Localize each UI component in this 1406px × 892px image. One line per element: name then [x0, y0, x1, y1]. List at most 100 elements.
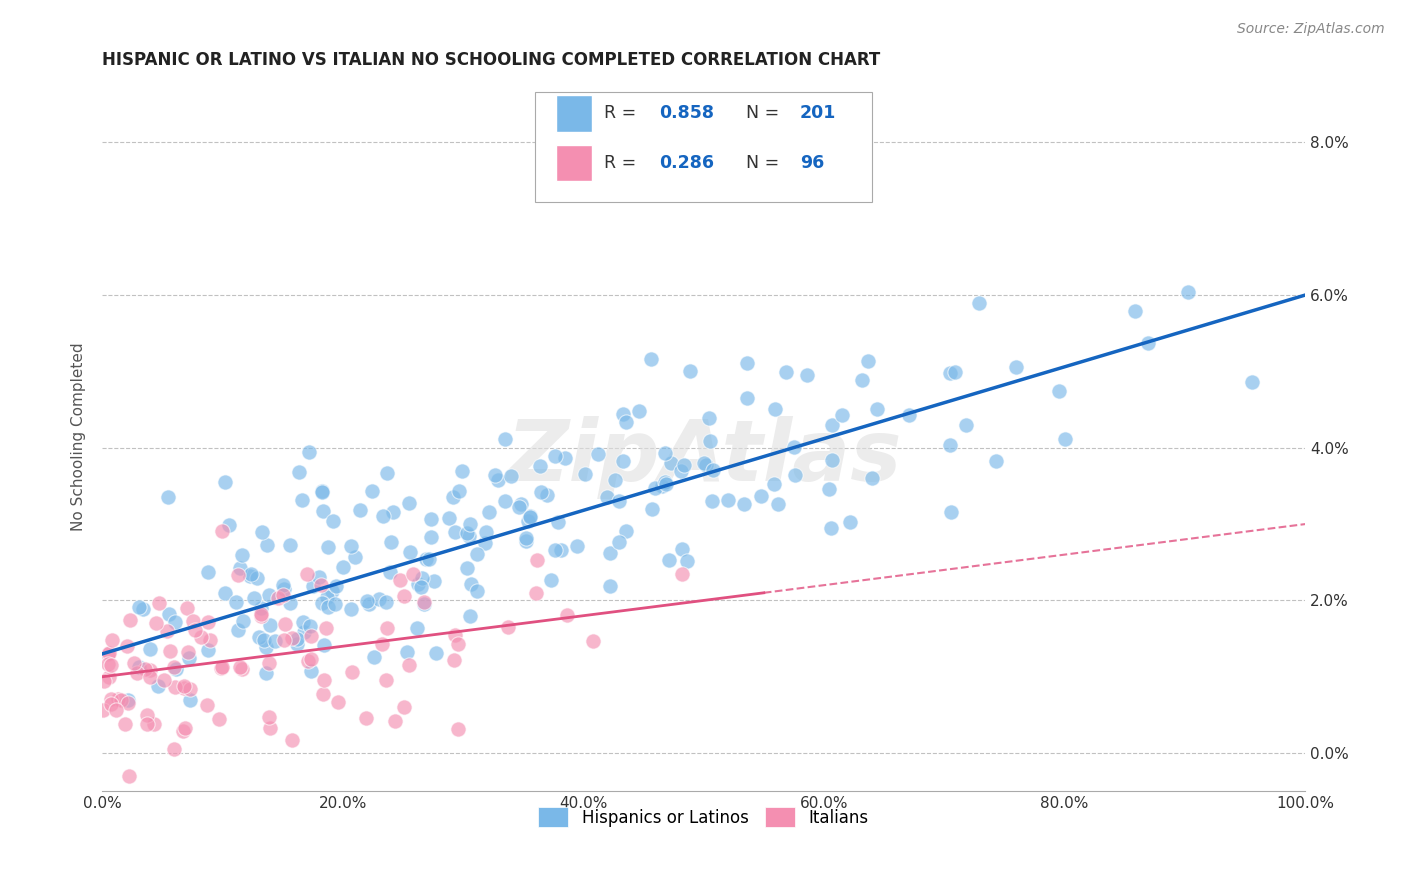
Point	[536, 488, 558, 502]
Point	[312, 503, 335, 517]
Point	[443, 653, 465, 667]
Point	[254, 666, 277, 681]
Point	[128, 659, 150, 673]
Point	[700, 493, 723, 508]
Point	[838, 516, 860, 530]
Point	[340, 665, 363, 679]
Bar	[555, 145, 592, 181]
Point	[447, 484, 470, 499]
Point	[1137, 335, 1160, 350]
Point	[312, 687, 335, 701]
Point	[1047, 384, 1070, 398]
Point	[941, 505, 963, 519]
Point	[526, 553, 548, 567]
Point	[97, 657, 120, 672]
Point	[297, 654, 319, 668]
Point	[273, 582, 295, 596]
Point	[496, 620, 519, 634]
Point	[239, 569, 262, 583]
Point	[299, 652, 322, 666]
Point	[699, 434, 721, 448]
Point	[607, 535, 630, 549]
Point	[311, 484, 333, 499]
Point	[332, 560, 354, 574]
Point	[173, 679, 195, 693]
Point	[152, 673, 174, 687]
Point	[271, 578, 294, 592]
Point	[1053, 432, 1076, 446]
Point	[443, 525, 465, 540]
Point	[165, 680, 187, 694]
Point	[136, 717, 159, 731]
Point	[519, 508, 541, 523]
Point	[97, 647, 120, 661]
Point	[163, 741, 186, 756]
Text: R =: R =	[603, 154, 641, 172]
Point	[456, 525, 478, 540]
Point	[398, 496, 420, 510]
Text: Source: ZipAtlas.com: Source: ZipAtlas.com	[1237, 22, 1385, 37]
Point	[654, 475, 676, 489]
Point	[139, 663, 162, 677]
Point	[375, 673, 398, 688]
Point	[409, 580, 432, 594]
Point	[418, 552, 440, 566]
Point	[280, 538, 302, 552]
Point	[693, 456, 716, 470]
Point	[394, 700, 416, 714]
Point	[641, 502, 664, 516]
Point	[179, 682, 201, 697]
Point	[259, 721, 281, 735]
Point	[494, 432, 516, 446]
Point	[785, 468, 807, 483]
Point	[817, 483, 839, 497]
Point	[820, 520, 842, 534]
Point	[831, 409, 853, 423]
Point	[565, 539, 588, 553]
Point	[139, 642, 162, 657]
Point	[264, 634, 287, 648]
Point	[299, 619, 322, 633]
Point	[659, 456, 682, 470]
Text: 96: 96	[800, 154, 824, 172]
Point	[628, 404, 651, 418]
Point	[388, 573, 411, 587]
Point	[143, 717, 166, 731]
Point	[211, 659, 233, 673]
Point	[967, 296, 990, 310]
Point	[311, 596, 333, 610]
Point	[107, 691, 129, 706]
Point	[702, 463, 724, 477]
Point	[292, 625, 315, 640]
Point	[392, 589, 415, 603]
Point	[259, 657, 281, 671]
Point	[134, 662, 156, 676]
Point	[640, 351, 662, 366]
Point	[165, 663, 187, 677]
Point	[146, 680, 169, 694]
Point	[411, 571, 433, 585]
Point	[395, 645, 418, 659]
Point	[97, 648, 120, 662]
Point	[249, 609, 271, 624]
Point	[190, 630, 212, 644]
Point	[371, 508, 394, 523]
Point	[177, 645, 200, 659]
Point	[762, 477, 785, 491]
Point	[695, 458, 717, 472]
Point	[509, 497, 531, 511]
Point	[775, 365, 797, 379]
Point	[101, 633, 124, 648]
Point	[340, 602, 363, 616]
Point	[399, 545, 422, 559]
Point	[515, 531, 537, 545]
Point	[117, 693, 139, 707]
Point	[226, 623, 249, 637]
Point	[460, 609, 482, 624]
Point	[340, 539, 363, 553]
Point	[796, 368, 818, 383]
Point	[148, 596, 170, 610]
Point	[247, 630, 270, 644]
Point	[257, 710, 280, 724]
Point	[458, 529, 481, 543]
